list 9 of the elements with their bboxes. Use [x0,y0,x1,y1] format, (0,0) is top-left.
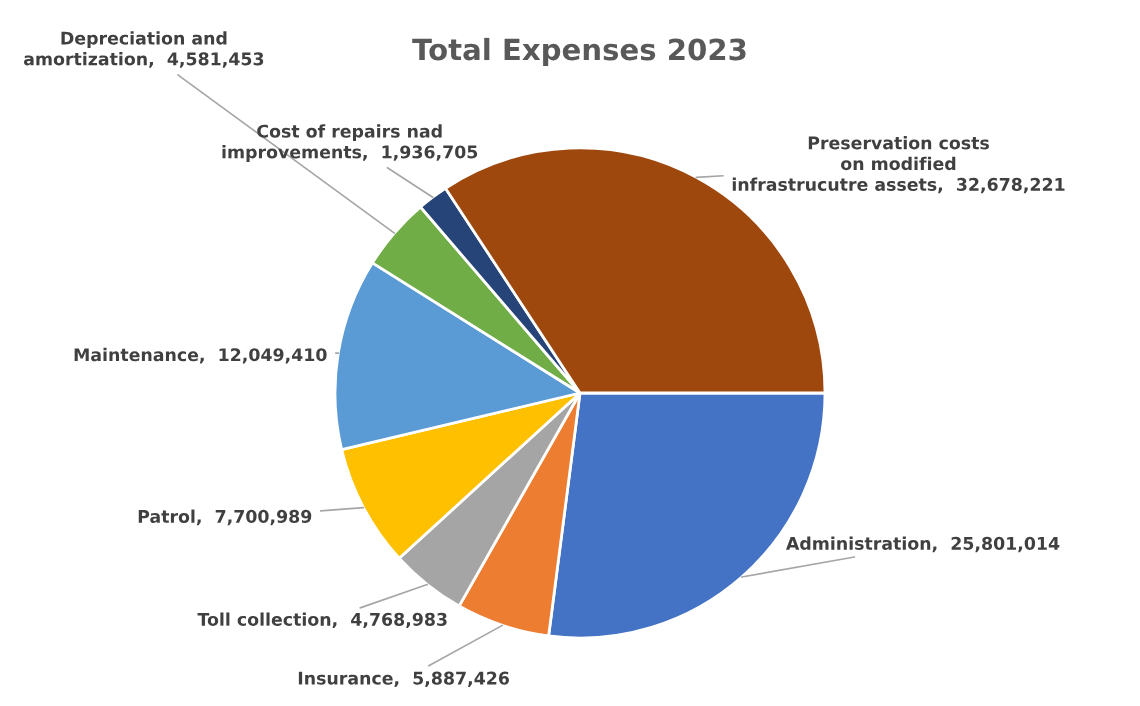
slice-label: Administration, 25,801,014 [786,536,1060,553]
slice-label: Insurance, 5,887,426 [298,671,509,687]
chart-title: Total Expenses 2023 [412,37,746,67]
slice-label: Patrol, 7,700,989 [138,509,312,526]
slice-label: Preservation costs on modified infrastrucutre assets, 32,678,221 [732,135,1065,194]
slice-label: Depreciation and amortization, 4,581,453 [23,31,264,68]
slice-label: Maintenance, 12,049,410 [74,347,327,364]
slice-label: Cost of repairs nad improvements, 1,936,705 [222,124,478,162]
slice-label: Toll collection, 4,768,983 [197,612,447,629]
